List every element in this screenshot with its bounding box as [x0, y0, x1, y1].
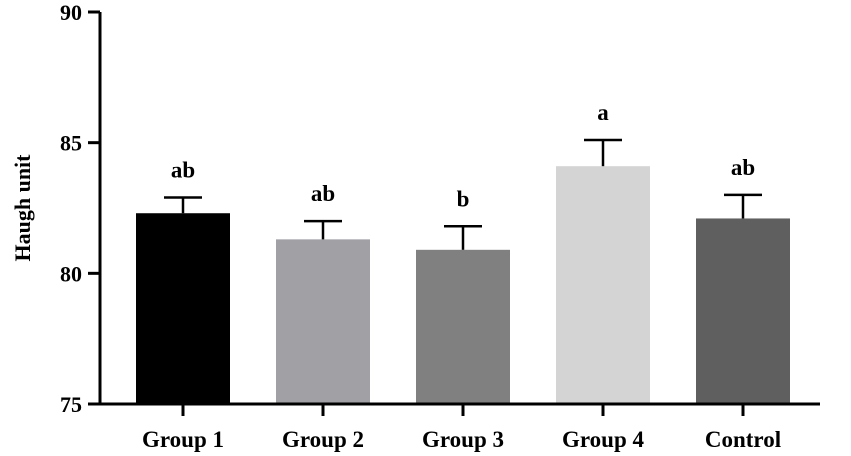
y-tick-label: 80	[60, 261, 82, 286]
y-ticks-group: 75 80 85 90	[60, 0, 100, 417]
bar-group-2	[276, 239, 370, 404]
significance-label: ab	[731, 155, 755, 180]
significance-label: a	[597, 100, 609, 125]
bars-group	[136, 166, 790, 404]
x-tick-label: Group 3	[422, 427, 504, 452]
bar-control	[696, 218, 790, 404]
y-tick-label: 85	[60, 131, 82, 156]
x-tick-label: Group 2	[282, 427, 364, 452]
significance-label: b	[457, 186, 470, 211]
y-tick-label: 75	[60, 392, 82, 417]
x-tick-label: Group 1	[142, 427, 224, 452]
significance-label: ab	[171, 158, 195, 183]
x-tick-label: Group 4	[562, 427, 645, 452]
significance-label: ab	[311, 181, 335, 206]
bar-group-3	[416, 249, 510, 404]
bar-group-4	[556, 166, 650, 404]
significance-labels-group: ab ab b a ab	[171, 100, 755, 211]
x-ticks-group: Group 1 Group 2 Group 3 Group 4 Control	[142, 404, 781, 452]
y-axis-label: Haugh unit	[10, 154, 35, 262]
error-bars-group	[164, 138, 762, 250]
bar-group-1	[136, 213, 230, 404]
y-tick-label: 90	[60, 0, 82, 25]
x-tick-label: Control	[705, 427, 781, 452]
